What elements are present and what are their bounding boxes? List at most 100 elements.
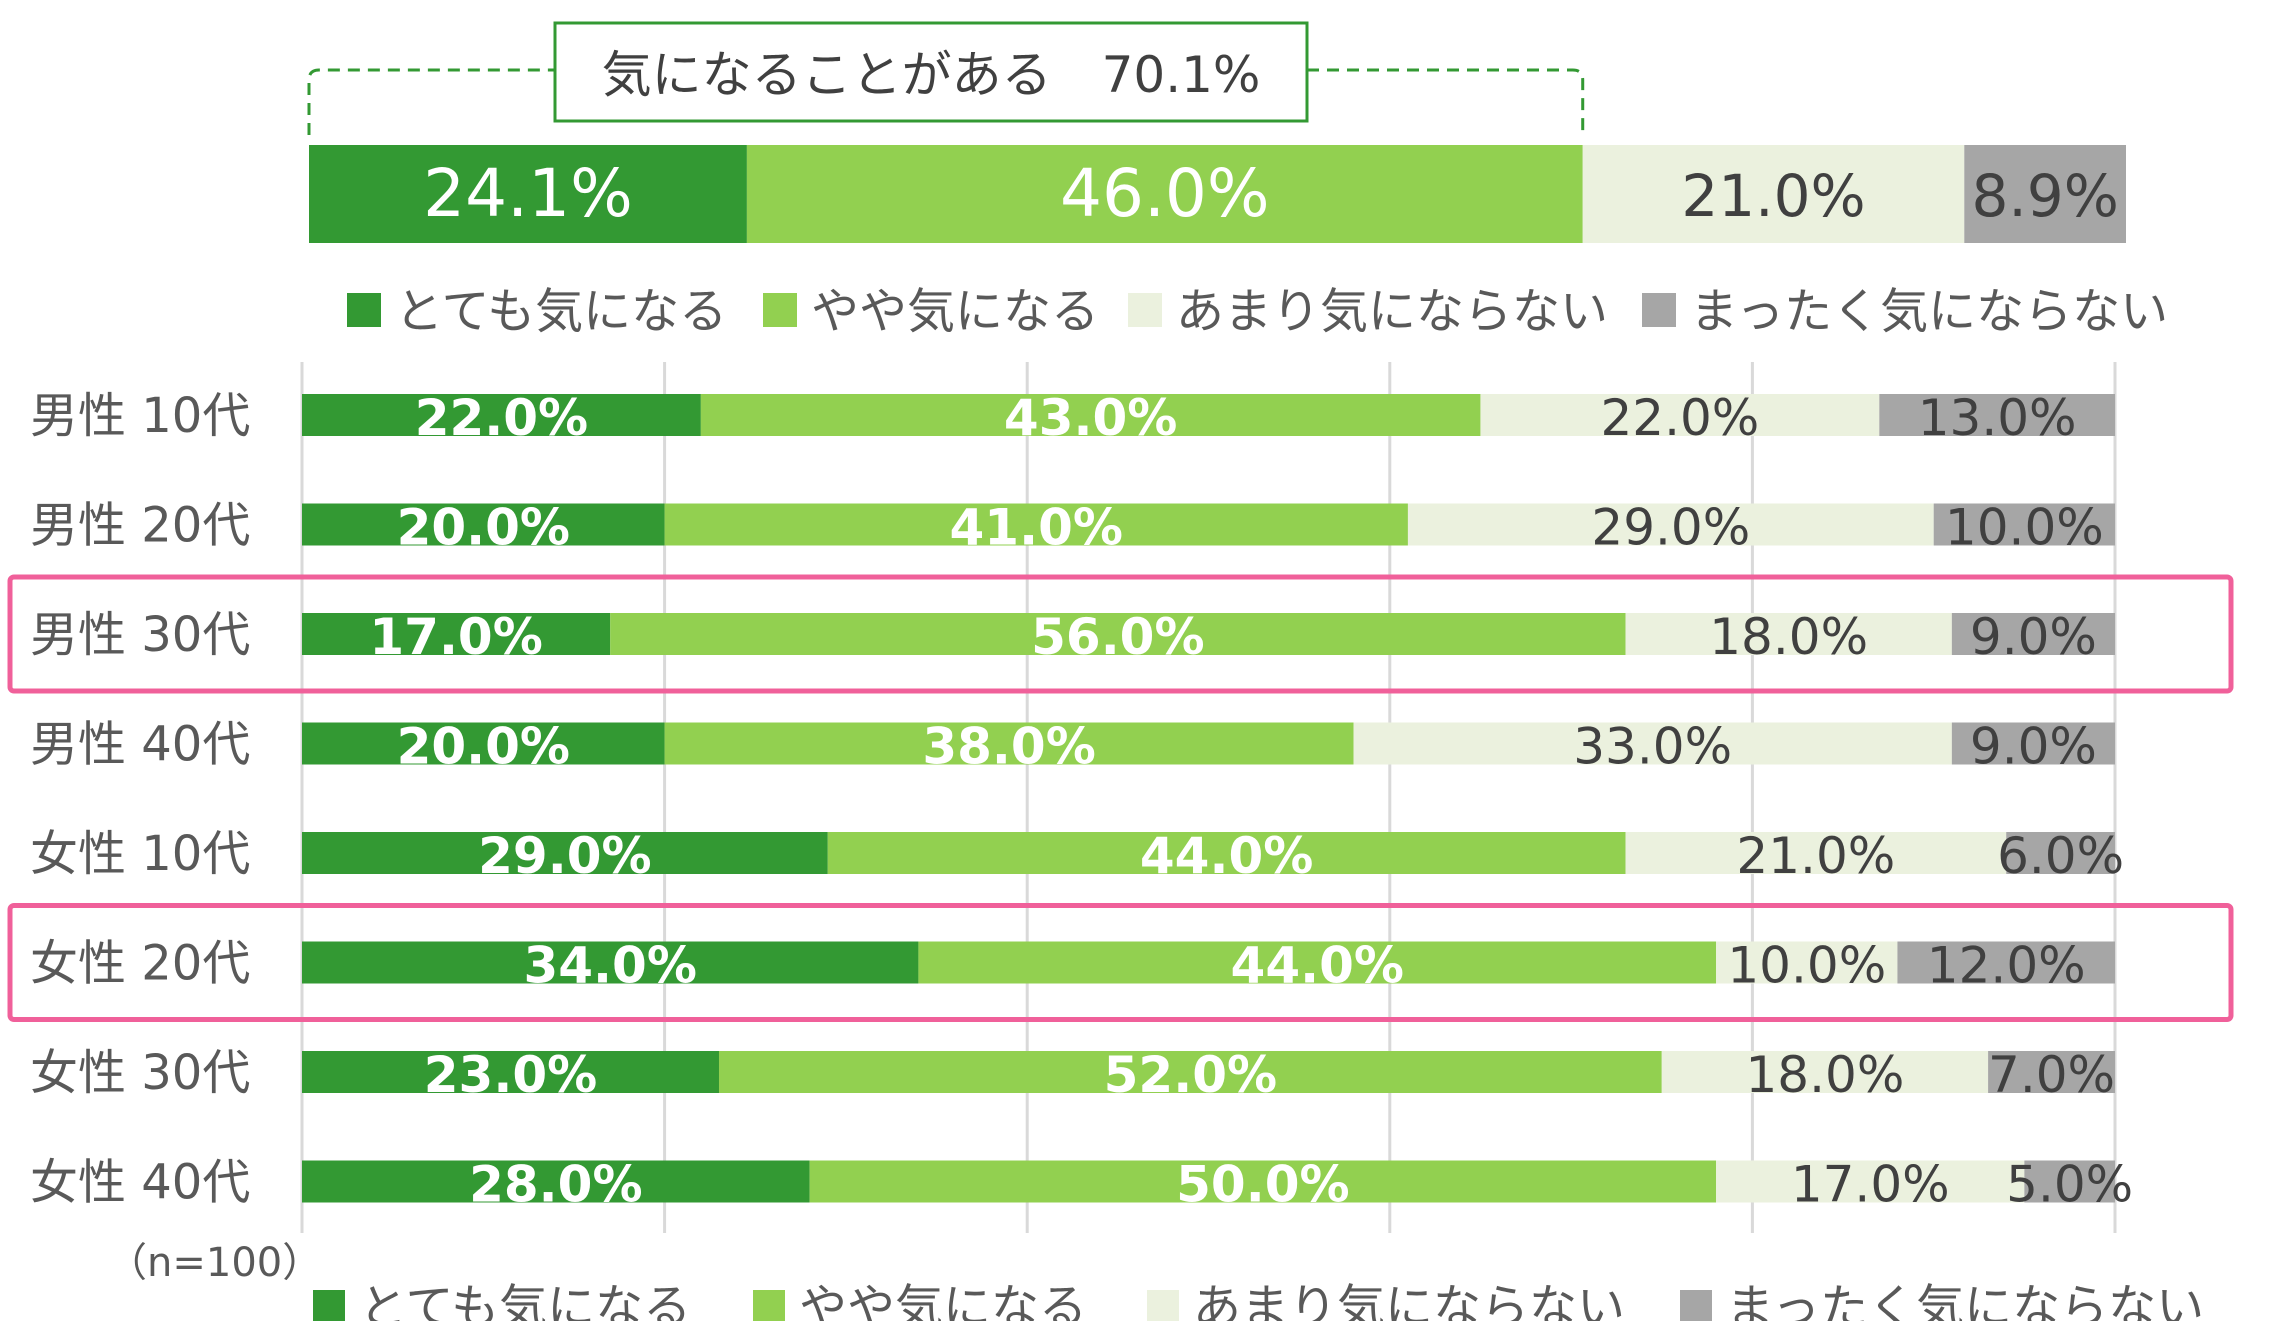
overall-bar-segment-somewhat-concerned (746, 145, 1583, 243)
bar-segment-not-at-all-concerned (1933, 503, 2115, 546)
legend-bottom-swatch-not-at-all-concerned (1680, 1290, 1712, 1321)
legend-bottom-swatch-somewhat-concerned (753, 1290, 785, 1321)
legend-bottom-label-not-at-all-concerned: まったく気にならない (1726, 1279, 2204, 1321)
legend-top-label-very-concerned: とても気になる (395, 283, 727, 339)
bar-segment-not-at-all-concerned (2024, 1160, 2115, 1203)
legend-bottom-swatch-not-very-concerned (1147, 1290, 1179, 1321)
bar-segment-not-very-concerned (1625, 613, 1952, 655)
bar-segment-very-concerned (302, 832, 828, 874)
bar-segment-somewhat-concerned (827, 832, 1626, 874)
bar-label-not-very-concerned: 21.0% (1736, 827, 1895, 885)
legend-top-swatch-not-at-all-concerned (1642, 293, 1676, 327)
bracket-label-box (553, 21, 1309, 123)
overall-bar-segment-not-at-all-concerned (1964, 145, 2126, 243)
bar-segment-not-very-concerned (1407, 503, 1934, 546)
bar-label-not-at-all-concerned: 6.0% (1997, 827, 2124, 885)
bar-label-not-at-all-concerned: 12.0% (1927, 937, 2086, 995)
bar-label-not-very-concerned: 17.0% (1791, 1156, 1950, 1214)
bar-segment-somewhat-concerned (809, 1160, 1717, 1203)
overall-bar-label-not-at-all-concerned: 8.9% (1971, 162, 2118, 230)
bar-segment-not-at-all-concerned (1897, 941, 2115, 984)
bar-label-very-concerned: 29.0% (478, 827, 651, 885)
bar-label-not-at-all-concerned: 9.0% (1970, 718, 2097, 776)
bar-label-not-very-concerned: 22.0% (1600, 389, 1759, 447)
overall-bar-label-somewhat-concerned: 46.0% (1060, 155, 1270, 232)
row-label: 男性 40代 (30, 717, 250, 773)
legend-bottom-label-very-concerned: とても気になる (359, 1279, 691, 1321)
overall-bar-label-very-concerned: 24.1% (423, 155, 633, 232)
bar-segment-not-at-all-concerned (1951, 722, 2115, 765)
bar-label-not-at-all-concerned: 5.0% (2006, 1156, 2133, 1214)
bar-label-very-concerned: 28.0% (469, 1156, 642, 1214)
bar-label-very-concerned: 17.0% (369, 608, 542, 666)
overall-bar-segment-not-very-concerned (1582, 145, 1965, 243)
bar-label-not-very-concerned: 29.0% (1591, 499, 1750, 557)
bracket-label: 気になることがある 70.1% (602, 46, 1261, 104)
bar-label-very-concerned: 34.0% (523, 937, 696, 995)
bracket-left-dashed-line (307, 68, 555, 135)
bar-segment-very-concerned (302, 1051, 719, 1093)
bar-label-somewhat-concerned: 52.0% (1104, 1046, 1277, 1104)
bar-segment-very-concerned (302, 1160, 810, 1203)
bar-label-not-at-all-concerned: 13.0% (1918, 389, 2077, 447)
legend-bottom-label-somewhat-concerned: やや気になる (799, 1279, 1087, 1321)
bar-segment-not-very-concerned (1353, 722, 1952, 765)
bar-label-somewhat-concerned: 56.0% (1031, 608, 1204, 666)
sample-size-note: （n=100） (107, 1240, 322, 1286)
bar-label-not-at-all-concerned: 7.0% (1988, 1046, 2115, 1104)
bar-segment-somewhat-concerned (700, 394, 1481, 436)
bar-segment-very-concerned (302, 613, 611, 655)
row-label: 男性 20代 (30, 498, 250, 554)
bar-label-somewhat-concerned: 41.0% (950, 499, 1123, 557)
bar-segment-not-at-all-concerned (1951, 613, 2115, 655)
legend-top-swatch-very-concerned (347, 293, 381, 327)
bar-label-somewhat-concerned: 38.0% (922, 718, 1095, 776)
bar-segment-not-very-concerned (1716, 1160, 2025, 1203)
highlight-frame (7, 903, 2234, 1022)
bar-segment-not-very-concerned (1716, 941, 1898, 984)
bar-label-not-very-concerned: 18.0% (1709, 608, 1868, 666)
legend-bottom-swatch-very-concerned (313, 1290, 345, 1321)
bar-segment-very-concerned (302, 394, 701, 436)
bar-segment-very-concerned (302, 941, 919, 984)
bar-segment-somewhat-concerned (664, 722, 1354, 765)
bar-segment-very-concerned (302, 722, 665, 765)
legend-top-swatch-not-very-concerned (1128, 293, 1162, 327)
row-label: 男性 10代 (30, 388, 250, 444)
bar-segment-not-at-all-concerned (1879, 394, 2115, 436)
bar-label-somewhat-concerned: 50.0% (1176, 1156, 1349, 1214)
bar-label-not-very-concerned: 33.0% (1573, 718, 1732, 776)
bar-label-very-concerned: 22.0% (415, 389, 588, 447)
bar-label-not-at-all-concerned: 9.0% (1970, 608, 2097, 666)
bar-segment-very-concerned (302, 503, 665, 546)
legend-top-label-not-at-all-concerned: まったく気にならない (1690, 283, 2168, 339)
row-label: 女性 40代 (30, 1155, 250, 1211)
legend-top-label-not-very-concerned: あまり気にならない (1176, 283, 1608, 339)
bar-label-very-concerned: 20.0% (397, 718, 570, 776)
bar-label-very-concerned: 20.0% (397, 499, 570, 557)
row-label: 女性 20代 (30, 936, 250, 992)
bar-label-somewhat-concerned: 43.0% (1004, 389, 1177, 447)
row-label: 男性 30代 (30, 607, 250, 663)
highlight-frame (7, 574, 2234, 694)
overall-bar-label-not-very-concerned: 21.0% (1681, 162, 1865, 230)
bar-segment-somewhat-concerned (718, 1051, 1662, 1093)
bar-segment-somewhat-concerned (664, 503, 1408, 546)
legend-top-label-somewhat-concerned: やや気になる (811, 283, 1099, 339)
bar-segment-not-very-concerned (1625, 832, 2007, 874)
row-label: 女性 10代 (30, 826, 250, 882)
row-label: 女性 30代 (30, 1045, 250, 1101)
bracket-right-dashed-line (1307, 68, 1585, 135)
bar-label-not-very-concerned: 10.0% (1727, 937, 1886, 995)
bar-segment-not-at-all-concerned (1988, 1051, 2115, 1093)
bar-segment-not-at-all-concerned (2006, 832, 2115, 874)
bar-segment-somewhat-concerned (918, 941, 1717, 984)
bar-label-not-at-all-concerned: 10.0% (1945, 499, 2104, 557)
bar-label-somewhat-concerned: 44.0% (1231, 937, 1404, 995)
bar-segment-somewhat-concerned (610, 613, 1626, 655)
bar-label-very-concerned: 23.0% (424, 1046, 597, 1104)
bar-segment-not-very-concerned (1480, 394, 1880, 436)
bar-label-not-very-concerned: 18.0% (1745, 1046, 1904, 1104)
legend-bottom-label-not-very-concerned: あまり気にならない (1193, 1279, 1625, 1321)
